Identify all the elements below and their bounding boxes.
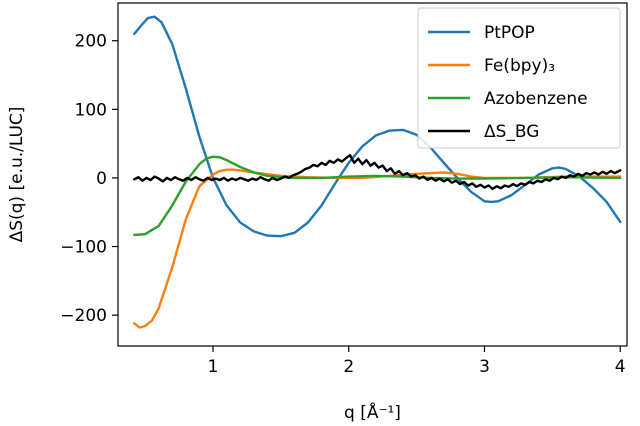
legend-box bbox=[417, 7, 621, 149]
series-line-azobenzene bbox=[133, 155, 622, 237]
y-tick-label: 0 bbox=[96, 169, 107, 189]
legend-label-s-bg: ΔS_BG bbox=[484, 122, 539, 142]
x-tick-label: 3 bbox=[479, 357, 490, 377]
y-tick-label: 100 bbox=[75, 100, 107, 120]
x-tick-label: 4 bbox=[615, 357, 626, 377]
y-axis-label: ΔS(q) [e.u./LUC] bbox=[7, 107, 27, 243]
x-axis-label: q [Å⁻¹] bbox=[344, 401, 401, 423]
series-line-ptpop bbox=[133, 15, 622, 238]
legend-label-ptpop: PtPOP bbox=[484, 23, 535, 43]
y-tick-label: −200 bbox=[60, 306, 107, 326]
legend-items: PtPOP Fe(bpy)₃ Azobenzene ΔS_BG bbox=[428, 23, 588, 142]
x-tick-label: 2 bbox=[343, 357, 354, 377]
plot-frame bbox=[117, 2, 628, 347]
legend-label-fe-bpy: Fe(bpy)₃ bbox=[484, 56, 555, 76]
series-line-s-bg bbox=[133, 154, 622, 191]
legend: PtPOP Fe(bpy)₃ Azobenzene ΔS_BG bbox=[417, 7, 621, 149]
legend-label-azobenzene: Azobenzene bbox=[484, 89, 588, 109]
plot-layer bbox=[133, 15, 622, 329]
y-tick-label: 200 bbox=[75, 32, 107, 52]
y-tick-label: −100 bbox=[60, 238, 107, 258]
axis-layer: 1 2 3 4 −200 −100 0 100 200 bbox=[60, 32, 625, 377]
x-tick-label: 1 bbox=[208, 357, 219, 377]
